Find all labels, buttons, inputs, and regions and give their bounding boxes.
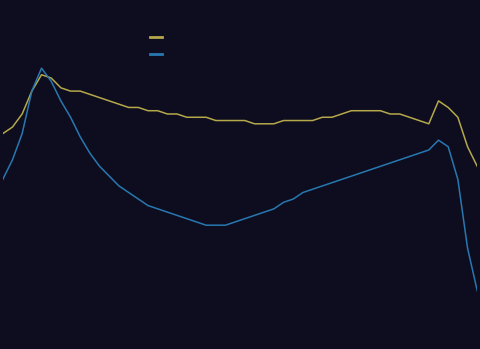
- Legend: , : ,: [150, 32, 165, 59]
